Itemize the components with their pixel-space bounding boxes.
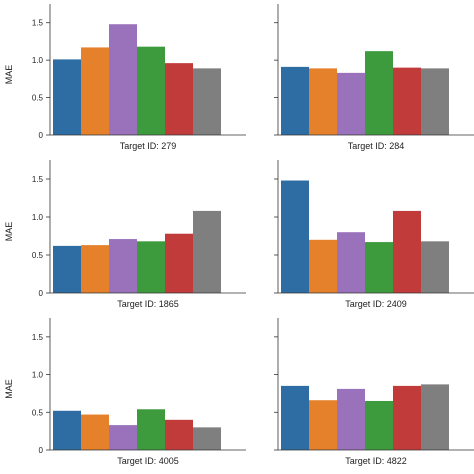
y-axis-label: MAE [4,222,14,242]
bar [165,233,193,293]
x-axis-label: Target ID: 284 [348,141,405,151]
y-tick-label: 0.5 [32,251,44,260]
bar [81,47,109,135]
bar [137,409,165,450]
y-axis-label: MAE [4,379,14,399]
bar [309,239,337,293]
chart-panel-3: 0 0.5 1.0 1.5 Target ID: 1865 MAE [4,160,246,309]
bar [81,245,109,293]
bar [109,24,137,136]
bar [337,72,365,135]
y-tick-label: 1.0 [32,56,44,65]
bar [421,68,449,135]
y-axis-label: MAE [4,65,14,85]
bar [165,63,193,135]
bar [281,66,309,135]
y-tick-label: 1.5 [32,19,44,28]
x-axis-label: Target ID: 4005 [117,456,179,466]
bar [53,59,81,135]
bar [309,400,337,450]
bar [393,210,421,293]
bar [309,68,337,135]
bar [109,425,137,450]
bar [393,67,421,135]
bar [137,241,165,293]
bar [337,388,365,450]
bar [365,400,393,450]
chart-panel-1: 0 0.5 1.0 1.5 Target ID: 279 MAE [4,4,246,151]
y-tick-label: 1.0 [32,213,44,222]
y-tick-label: 1.5 [32,333,44,342]
y-tick-label: 0 [39,131,44,140]
y-tick-label: 0.5 [32,94,44,103]
y-tick-label: 1.5 [32,175,44,184]
bar [193,427,221,450]
chart-panel-4: Target ID: 2409 [274,160,474,309]
y-tick-label: 0.5 [32,408,44,417]
bar [137,46,165,135]
bar [281,180,309,293]
bar [365,51,393,135]
bar [337,232,365,293]
bar [109,239,137,293]
bar [53,245,81,293]
bar [193,210,221,293]
bar [421,241,449,293]
bar [53,410,81,450]
chart-panel-5: 0 0.5 1.0 1.5 Target ID: 4005 MAE [4,318,246,466]
bar [393,385,421,450]
x-axis-label: Target ID: 4822 [345,456,407,466]
y-tick-label: 1.0 [32,371,44,380]
bar [365,242,393,293]
chart-panel-6: Target ID: 4822 [274,318,474,466]
x-axis-label: Target ID: 2409 [345,299,407,309]
bar [421,384,449,450]
x-axis-label: Target ID: 1865 [117,299,179,309]
chart-panel-2: Target ID: 284 [274,4,474,151]
bar [81,414,109,450]
bar [281,385,309,450]
bar [165,419,193,450]
y-tick-label: 0 [39,289,44,298]
y-tick-label: 0 [39,446,44,455]
x-axis-label: Target ID: 279 [120,141,177,151]
bar [193,68,221,135]
